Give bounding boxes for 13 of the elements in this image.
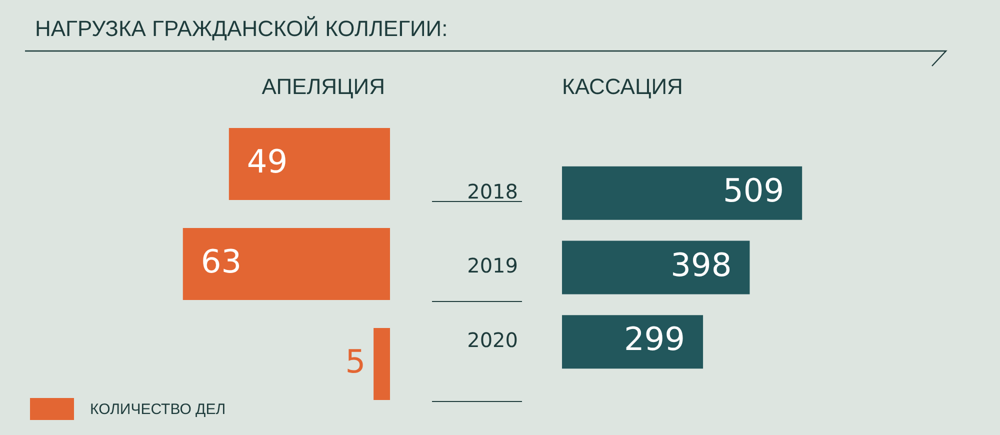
data-label: 63 [200, 242, 242, 280]
chart-subtitle: КАССАЦИЯ [562, 74, 683, 100]
data-label: 398 [670, 246, 732, 284]
data-label: 49 [246, 142, 288, 180]
data-label: 299 [624, 320, 686, 358]
y-tick-label: 2020 [467, 328, 518, 352]
y-tick-label: 2019 [467, 254, 518, 278]
chart-title: НАГРУЗКА ГРАЖДАНСКОЙ КОЛЛЕГИИ: [35, 16, 448, 42]
data-label: 509 [723, 171, 784, 210]
chart-subtitle: АПЕЛЯЦИЯ [262, 74, 385, 100]
y-tick-label: 2018 [467, 179, 518, 204]
legend-label: КОЛИЧЕСТВО ДЕЛ [90, 400, 226, 418]
data-label: 5 [345, 342, 366, 380]
